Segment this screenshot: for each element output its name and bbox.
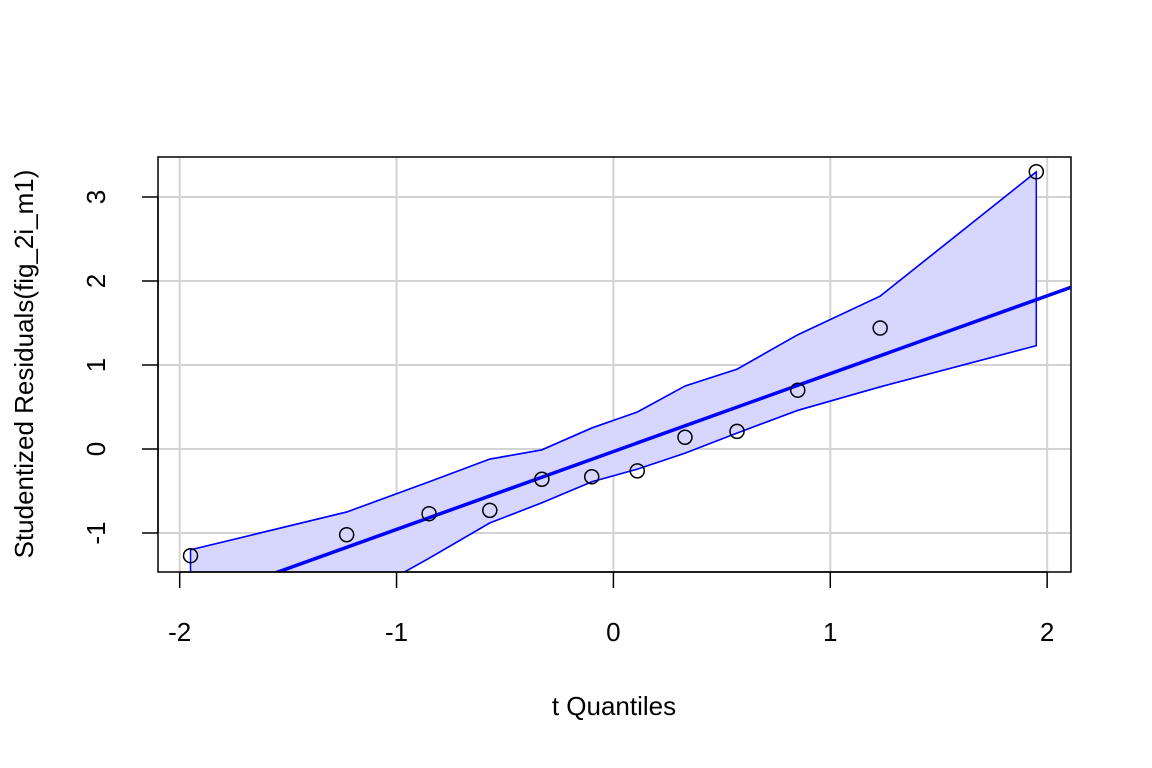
x-tick-label: 2: [1040, 617, 1054, 647]
x-tick-label: -2: [168, 617, 191, 647]
envelope-lower: [402, 344, 1037, 572]
y-tick-label: 1: [81, 358, 111, 372]
reference-line: [272, 285, 1071, 572]
data-point: [534, 471, 550, 488]
y-axis-title: Studentized Residuals(fig_2i_m1): [9, 170, 39, 559]
data-point: [482, 502, 498, 519]
data-point: [729, 423, 745, 440]
data-point: [1028, 164, 1045, 180]
axes: -2 -1 0 1 2 -1 0 1 2 3: [81, 190, 1055, 647]
data-point: [677, 429, 693, 446]
y-tick-label: -1: [81, 521, 111, 544]
data-point: [182, 547, 199, 564]
data-point: [338, 526, 355, 543]
x-axis-title: t Quantiles: [552, 691, 676, 721]
envelope-upper: [190, 171, 1037, 551]
data-point: [629, 463, 646, 479]
plot-area: [182, 164, 1071, 572]
y-tick-label: 3: [81, 190, 111, 204]
x-tick-label: -1: [385, 617, 408, 647]
x-tick-label: 0: [606, 617, 620, 647]
data-point: [790, 382, 806, 398]
data-point: [421, 505, 437, 522]
y-tick-label: 2: [81, 274, 111, 288]
y-tick-label: 0: [81, 442, 111, 456]
x-tick-label: 1: [823, 617, 837, 647]
data-point: [583, 468, 600, 485]
data-point: [872, 320, 888, 336]
